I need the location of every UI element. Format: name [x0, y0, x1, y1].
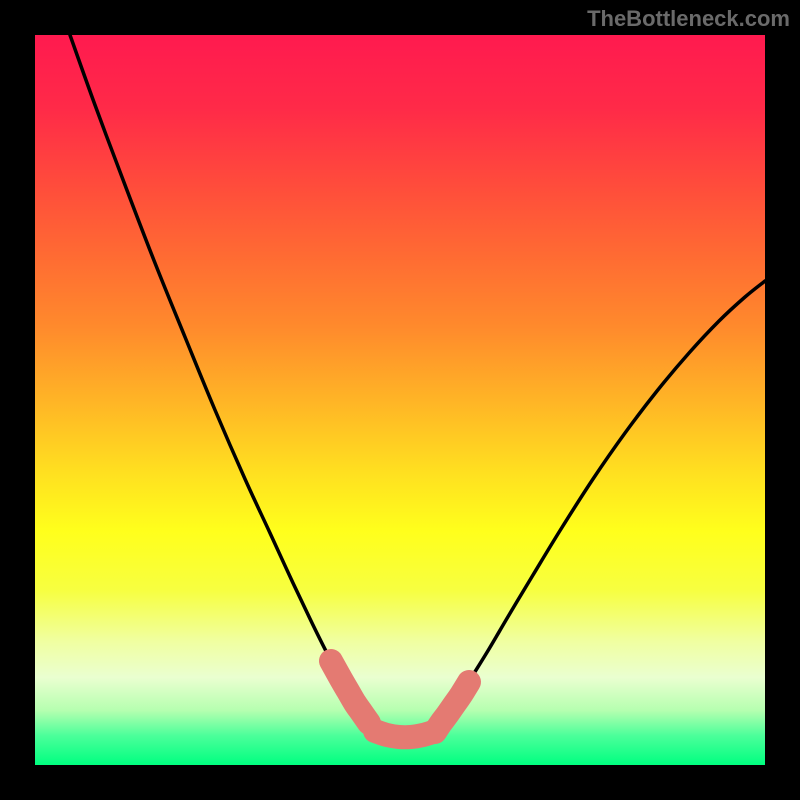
watermark-text: TheBottleneck.com — [587, 6, 790, 32]
figure-root: TheBottleneck.com — [0, 0, 800, 800]
curve-left — [70, 35, 381, 737]
plot-area — [35, 35, 765, 765]
chart-curves — [35, 35, 765, 765]
curve-right — [431, 281, 765, 737]
marker-cluster — [331, 661, 369, 723]
marker-cluster — [375, 731, 433, 737]
